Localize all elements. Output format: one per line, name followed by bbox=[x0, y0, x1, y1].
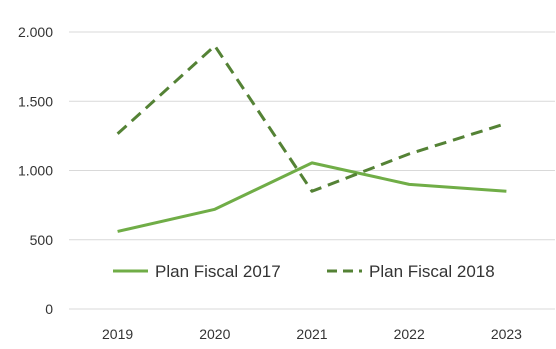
y-tick-label: 2.000 bbox=[18, 24, 53, 40]
x-tick-label: 2020 bbox=[199, 326, 230, 342]
series-lines bbox=[116, 44, 507, 233]
legend-label-plan-fiscal-2017: Plan Fiscal 2017 bbox=[155, 262, 281, 281]
x-tick-label: 2021 bbox=[296, 326, 327, 342]
x-tick-label: 2023 bbox=[491, 326, 522, 342]
legend-label-plan-fiscal-2018: Plan Fiscal 2018 bbox=[369, 262, 495, 281]
y-tick-label: 1.500 bbox=[18, 93, 53, 109]
gridlines bbox=[69, 31, 555, 310]
y-axis-ticks: 0 500 1.000 1.500 2.000 bbox=[18, 24, 53, 317]
x-tick-label: 2022 bbox=[394, 326, 425, 342]
legend: Plan Fiscal 2017 Plan Fiscal 2018 bbox=[113, 262, 495, 281]
x-tick-label: 2019 bbox=[102, 326, 133, 342]
x-axis-ticks: 2019 2020 2021 2022 2023 bbox=[102, 326, 522, 342]
y-tick-label: 500 bbox=[30, 232, 54, 248]
series-line-plan-fiscal-2017 bbox=[117, 161, 507, 233]
y-tick-label: 0 bbox=[45, 301, 53, 317]
y-tick-label: 1.000 bbox=[18, 163, 53, 179]
series-line-plan-fiscal-2018 bbox=[116, 44, 507, 193]
